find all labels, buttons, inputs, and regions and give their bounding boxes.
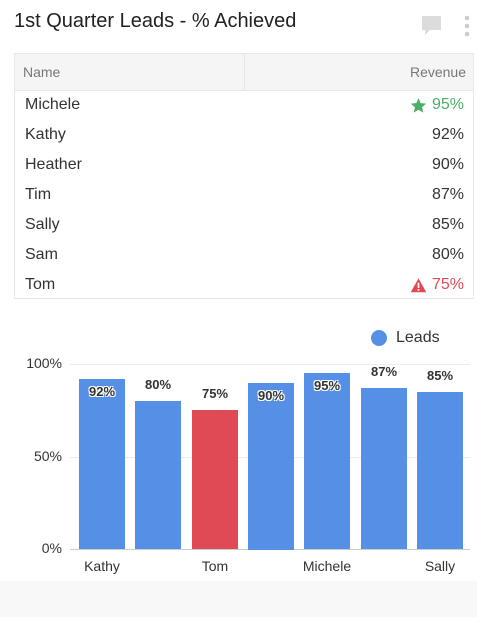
x-tick-label: Michele	[302, 558, 352, 574]
data-label: 80%	[144, 377, 172, 392]
row-revenue: 92%	[432, 126, 464, 144]
y-tick-label: 0%	[41, 540, 62, 556]
table-row[interactable]: Kathy 92%	[15, 120, 473, 150]
column-header-revenue[interactable]: Revenue	[409, 64, 466, 80]
y-tick-label: 100%	[26, 355, 62, 371]
legend-label: Leads	[396, 329, 440, 346]
bar-sam[interactable]	[135, 401, 181, 549]
row-name: Heather	[25, 156, 82, 173]
x-tick-label: Sally	[424, 558, 456, 574]
table-row[interactable]: Heather 90%	[15, 150, 473, 180]
legend-marker	[371, 330, 387, 346]
row-name: Sally	[25, 216, 60, 233]
row-name: Tom	[25, 276, 56, 293]
revenue-value: 92%	[431, 126, 464, 143]
bar-tom[interactable]	[192, 410, 238, 549]
table-row[interactable]: Tim 87%	[15, 180, 473, 210]
widget-title: 1st Quarter Leads - % Achieved	[14, 10, 297, 32]
table-row[interactable]: Sally 85%	[15, 210, 473, 240]
data-label: 95%	[313, 378, 341, 393]
revenue-value: 87%	[431, 186, 464, 203]
chart-plot-area: 0% 50% 100% 92% Kathy 80% 75% Tom 90% 95% Michele 8…	[0, 318, 477, 581]
footer-strip	[0, 581, 477, 617]
data-label: 85%	[426, 368, 454, 383]
more-vertical-icon[interactable]	[458, 14, 476, 38]
row-name: Sam	[25, 246, 58, 263]
gridline	[70, 364, 470, 365]
row-revenue: 85%	[432, 216, 464, 234]
x-tick-label: Tom	[201, 558, 229, 574]
bar-sally[interactable]	[417, 392, 463, 549]
revenue-value: 75%	[431, 276, 464, 293]
star-icon	[410, 97, 427, 113]
table-row[interactable]: Michele 95%	[15, 90, 473, 120]
data-label: 92%	[88, 384, 116, 399]
table-row[interactable]: Tom 75%	[15, 270, 473, 300]
bar-heather[interactable]	[248, 383, 294, 550]
data-label: 75%	[201, 386, 229, 401]
table-row[interactable]: Sam 80%	[15, 240, 473, 270]
row-name: Michele	[25, 96, 81, 113]
row-revenue: 95%	[410, 96, 464, 114]
revenue-value: 90%	[431, 156, 464, 173]
row-revenue: 90%	[432, 156, 464, 174]
comment-icon[interactable]	[421, 15, 442, 36]
revenue-value: 85%	[431, 216, 464, 233]
x-tick-label: Kathy	[84, 558, 120, 574]
leads-table: Name Revenue Michele 95% Kathy 92% Heath…	[14, 53, 474, 299]
column-header-name[interactable]: Name	[23, 64, 61, 80]
bar-kathy[interactable]	[79, 379, 125, 549]
data-label: 90%	[257, 388, 285, 403]
leads-bar-chart: 0% 50% 100% 92% Kathy 80% 75% Tom 90% 95% Michele 8…	[0, 318, 477, 581]
row-revenue: 75%	[410, 276, 464, 294]
chart-legend[interactable]: Leads	[371, 329, 440, 347]
widget-header: 1st Quarter Leads - % Achieved	[0, 0, 477, 48]
warning-icon	[410, 277, 427, 292]
row-revenue: 87%	[432, 186, 464, 204]
row-name: Kathy	[25, 126, 66, 143]
data-label: 87%	[370, 364, 398, 379]
revenue-value: 80%	[431, 246, 464, 263]
row-revenue: 80%	[432, 246, 464, 264]
column-divider	[244, 54, 245, 90]
y-tick-label: 50%	[33, 448, 62, 464]
bar-tim[interactable]	[361, 388, 407, 549]
table-header: Name Revenue	[15, 54, 473, 91]
row-name: Tim	[25, 186, 52, 203]
bar-michele[interactable]	[304, 373, 350, 549]
revenue-value: 95%	[431, 96, 464, 113]
